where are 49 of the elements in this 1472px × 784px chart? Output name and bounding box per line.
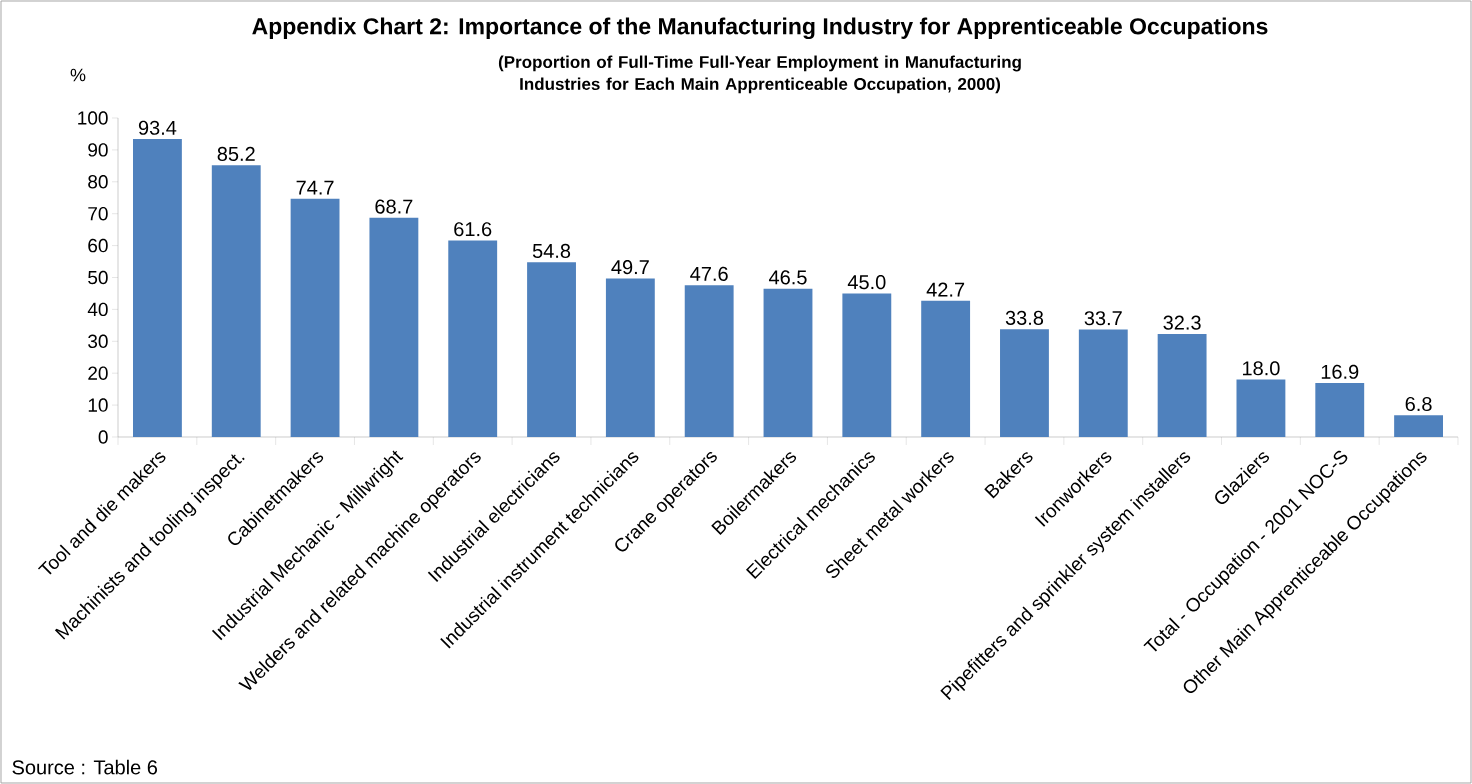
bar: [1236, 379, 1286, 437]
bar: [448, 240, 498, 437]
bar: [132, 139, 182, 437]
data-label: 32.3: [1163, 315, 1201, 330]
data-label: 42.7: [926, 282, 965, 297]
y-tick-label: 70: [88, 206, 108, 221]
data-label: 74.7: [296, 180, 334, 195]
y-tick-label: 80: [88, 175, 108, 189]
chart-subtitle: (Proportion of Full-Time Full-Year Employment in Manufacturing Industries for Each Main Apprenticeable Occupation, 2000): [498, 55, 1021, 94]
bar: [763, 288, 813, 437]
data-label: 33.7: [1084, 311, 1122, 326]
bar: [1157, 333, 1207, 437]
bar: [921, 300, 971, 437]
data-label: 49.7: [611, 260, 649, 275]
chart-title: Appendix Chart 2: Importance of the Manufacturing Industry for Apprenticeable Occupations: [252, 17, 1268, 40]
data-label: 6.8: [1405, 396, 1432, 412]
y-tick-label: 10: [88, 398, 108, 412]
data-label: 93.4: [138, 120, 177, 135]
y-tick-label: 90: [88, 143, 108, 157]
bar: [211, 165, 261, 437]
y-tick-label: 40: [87, 302, 108, 317]
bar: [1078, 329, 1128, 437]
y-tick-label: 100: [78, 111, 108, 125]
bar: [684, 285, 734, 437]
y-tick-label: 50: [88, 270, 108, 285]
y-tick-label: 20: [88, 366, 108, 380]
data-label: 47.6: [690, 266, 728, 281]
bar: [527, 262, 576, 437]
bar: [1000, 329, 1049, 437]
data-label: 61.6: [454, 222, 492, 237]
source-note: Source : Table 6: [12, 759, 158, 775]
bar: [605, 278, 655, 437]
bar: [1315, 383, 1365, 437]
data-label: 33.8: [1005, 310, 1044, 325]
y-axis-title: %: [70, 68, 86, 82]
data-label: 16.9: [1321, 364, 1359, 379]
data-label: 46.5: [768, 270, 807, 285]
y-tick-label: 30: [88, 334, 108, 349]
bar: [842, 293, 892, 437]
bar: [369, 217, 419, 437]
bar: [290, 198, 340, 437]
data-label: 54.8: [532, 243, 571, 258]
data-label: 45.0: [847, 275, 886, 290]
bar: [1394, 415, 1444, 437]
data-label: 68.7: [375, 199, 413, 214]
y-tick-label: 60: [88, 238, 108, 253]
data-label: 18.0: [1242, 361, 1280, 376]
data-label: 85.2: [217, 146, 255, 161]
y-tick-label: 0: [98, 430, 108, 444]
